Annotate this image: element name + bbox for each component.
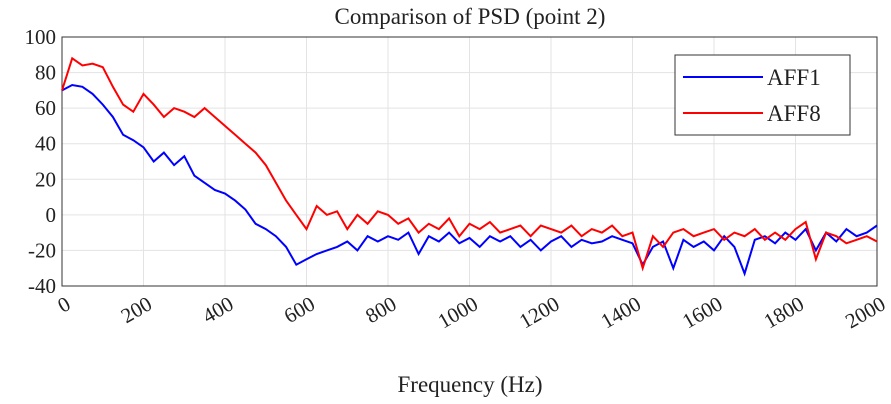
y-tick-label: 100 [25, 25, 57, 49]
y-tick-label: -40 [28, 274, 56, 298]
x-tick-label: 200 [117, 292, 156, 329]
x-tick-label: 400 [198, 292, 237, 329]
x-tick-label: 800 [361, 292, 400, 329]
x-tick-label: 1200 [515, 292, 563, 334]
data-line [61, 83, 878, 277]
x-tick-label: 600 [280, 292, 319, 329]
x-tick-label: 0 [53, 292, 74, 318]
y-tick-label: 20 [35, 167, 56, 191]
x-tick-label: 1600 [678, 292, 726, 334]
x-tick-label: 2000 [841, 292, 889, 334]
y-tick-label: 0 [46, 203, 57, 227]
y-tick-label: 80 [35, 61, 56, 85]
plot-frame [61, 36, 878, 287]
x-axis-label: Frequency (Hz) [398, 372, 543, 397]
chart-title: Comparison of PSD (point 2) [335, 4, 606, 29]
legend-label: AFF8 [767, 101, 821, 126]
y-tick-label: 40 [35, 132, 56, 156]
data-line [61, 56, 878, 272]
x-tick-label: 1800 [760, 292, 808, 334]
legend: AFF1 AFF8 [674, 54, 851, 136]
x-tick-label: 1000 [434, 292, 482, 334]
y-tick-label: 60 [35, 96, 56, 120]
legend-label: AFF1 [767, 65, 821, 90]
legend-box [674, 54, 851, 136]
y-tick-label: -20 [28, 238, 56, 262]
x-tick-label: 1400 [597, 292, 645, 334]
